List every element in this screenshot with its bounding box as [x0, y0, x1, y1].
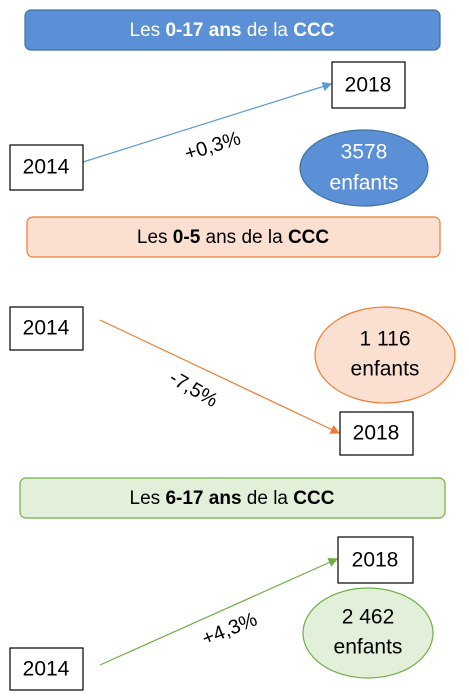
change-label: +0,3%	[182, 127, 243, 165]
change-label: +4,3%	[199, 608, 261, 650]
count: 1 116	[360, 328, 411, 351]
year-from: 2014	[23, 317, 70, 340]
count-unit: enfants	[334, 636, 403, 659]
count-ellipse	[314, 306, 456, 404]
header-title: Les 6-17 ans de la CCC	[130, 488, 335, 509]
year-from: 2014	[23, 658, 70, 681]
header-box	[26, 216, 441, 258]
year-box	[331, 61, 406, 109]
count-ellipse	[302, 587, 434, 679]
year-box	[9, 144, 84, 191]
arrow	[82, 81, 333, 163]
header-box	[19, 477, 446, 519]
year-box	[339, 411, 414, 456]
count-ellipse	[299, 129, 429, 207]
year-to: 2018	[353, 422, 400, 445]
year-to: 2018	[345, 74, 392, 97]
year-box	[9, 647, 84, 691]
count-unit: enfants	[351, 358, 420, 381]
count: 3578	[341, 141, 388, 164]
year-box	[9, 306, 84, 351]
year-box	[337, 536, 414, 584]
year-from: 2014	[23, 156, 70, 179]
count: 2 462	[342, 606, 395, 629]
header-title: Les 0-17 ans de la CCC	[130, 20, 335, 41]
header-title: Les 0-5 ans de la CCC	[137, 227, 330, 248]
arrow	[99, 558, 339, 666]
year-to: 2018	[352, 549, 399, 572]
count-unit: enfants	[330, 172, 399, 195]
arrow	[99, 319, 341, 434]
header-box	[24, 9, 441, 51]
